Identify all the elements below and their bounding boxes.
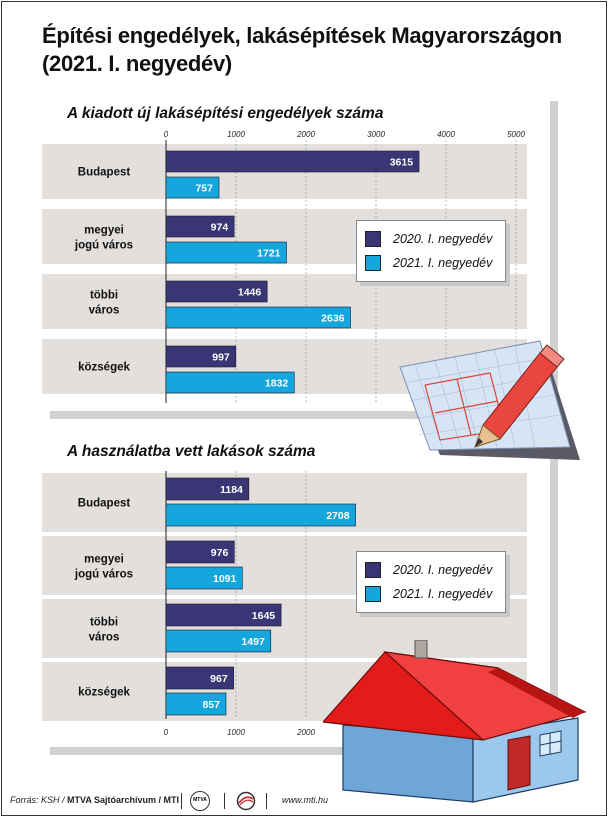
blueprint-pencil-illustration xyxy=(399,340,580,460)
bar xyxy=(165,692,227,716)
data-label: 1184 xyxy=(220,484,243,496)
legend-item-2020: 2020. I. negyedév xyxy=(365,561,492,579)
category-label: jogú város xyxy=(74,240,133,252)
legend-swatch-2020 xyxy=(365,562,381,578)
mtva-logo: MTVA xyxy=(190,791,210,811)
category-label: többi xyxy=(90,617,118,629)
x-tick-label: 5000 xyxy=(507,130,525,139)
footer-separator xyxy=(181,793,182,809)
x-tick-label: 3000 xyxy=(367,130,385,139)
legend-swatch-2021 xyxy=(365,586,381,602)
legend-swatch-2021 xyxy=(365,255,381,271)
data-label: 1446 xyxy=(238,287,262,299)
category-label: megyei xyxy=(84,225,124,237)
website-text: www.mti.hu xyxy=(282,795,329,805)
data-label: 1497 xyxy=(241,636,265,648)
mti-logo xyxy=(236,791,256,811)
page-title: Építési engedélyek, lakásépítések Magyar… xyxy=(42,22,562,78)
category-label: megyei xyxy=(84,554,124,566)
data-label: 857 xyxy=(202,699,220,711)
legend-item-2021: 2021. I. negyedév xyxy=(365,585,492,603)
category-label: Budapest xyxy=(78,498,131,510)
bar xyxy=(165,280,268,303)
data-label: 1832 xyxy=(265,378,289,390)
data-label: 1645 xyxy=(252,610,276,622)
bar xyxy=(165,566,243,590)
house-roof-edge xyxy=(488,668,585,718)
category-label: jogú város xyxy=(74,569,133,581)
footer-separator xyxy=(224,793,225,809)
data-label: 3615 xyxy=(390,157,414,169)
bar xyxy=(165,477,250,501)
source-text: Forrás: KSH / xyxy=(10,795,65,805)
x-tick-label: 0 xyxy=(164,728,169,737)
legend-completed: 2020. I. negyedév 2021. I. negyedév xyxy=(356,551,506,613)
house-door xyxy=(507,735,531,791)
category-label: város xyxy=(89,305,120,317)
source-credit: Forrás: KSH / MTVA Sajtóarchívum / MTI xyxy=(10,795,179,805)
bar xyxy=(165,150,420,173)
legend-label-2020: 2020. I. negyedév xyxy=(393,563,493,577)
bar xyxy=(165,176,220,199)
pencil-eraser xyxy=(539,344,565,368)
legend-swatch-2020 xyxy=(365,231,381,247)
legend-label-2020: 2020. I. negyedév xyxy=(393,232,493,246)
house-illustration xyxy=(323,640,587,803)
bar xyxy=(165,345,237,368)
category-label: többi xyxy=(90,290,118,302)
bar xyxy=(165,241,287,264)
footer-separator xyxy=(266,793,267,809)
title-line-1: Építési engedélyek, lakásépítések Magyar… xyxy=(42,23,562,48)
archive-text: MTVA Sajtóarchívum / MTI xyxy=(67,795,180,805)
category-label: községek xyxy=(78,362,130,374)
bar xyxy=(165,666,234,690)
legend-item-2020: 2020. I. negyedév xyxy=(365,230,492,248)
chart-title-completed: A használatba vett lakások száma xyxy=(67,443,316,460)
chart-title-permits: A kiadott új lakásépítési engedélyek szá… xyxy=(67,105,384,122)
title-line-2: (2021. I. negyedév) xyxy=(42,51,232,76)
bar xyxy=(165,306,351,329)
pencil-lead xyxy=(475,438,483,447)
category-label: Budapest xyxy=(78,167,131,179)
data-label: 1091 xyxy=(213,573,237,585)
x-tick-label: 0 xyxy=(164,130,169,139)
x-tick-label: 4000 xyxy=(437,130,455,139)
data-label: 974 xyxy=(211,222,229,234)
x-tick-label: 2000 xyxy=(296,130,315,139)
x-tick-label: 1000 xyxy=(227,130,245,139)
data-label: 757 xyxy=(195,183,213,195)
category-label: város xyxy=(89,632,120,644)
category-label: községek xyxy=(78,687,130,699)
legend-permits: 2020. I. negyedév 2021. I. negyedév xyxy=(356,220,506,282)
x-tick-label: 1000 xyxy=(227,728,245,737)
data-label: 2708 xyxy=(326,510,350,522)
data-label: 2636 xyxy=(321,313,345,325)
bar xyxy=(165,503,356,527)
bar xyxy=(165,371,295,394)
legend-label-2021: 2021. I. negyedév xyxy=(393,256,493,270)
bar xyxy=(165,215,235,238)
bar xyxy=(165,603,282,627)
bar xyxy=(165,629,272,653)
bar xyxy=(165,540,235,564)
legend-label-2021: 2021. I. negyedév xyxy=(393,587,493,601)
legend-item-2021: 2021. I. negyedév xyxy=(365,254,492,272)
x-tick-label: 2000 xyxy=(296,728,315,737)
data-label: 967 xyxy=(210,673,228,685)
data-label: 997 xyxy=(212,352,230,364)
data-label: 976 xyxy=(211,547,229,559)
house-chimney xyxy=(414,640,428,659)
data-label: 1721 xyxy=(257,248,281,260)
